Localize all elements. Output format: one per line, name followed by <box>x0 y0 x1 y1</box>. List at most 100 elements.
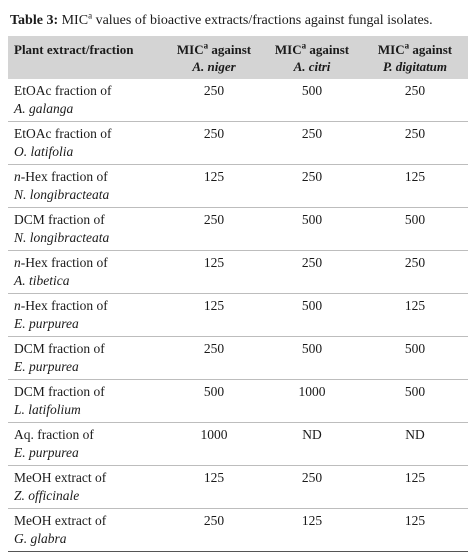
cell-citri: 125 <box>301 513 323 528</box>
table-row: DCM fraction of N. longibracteata 250 500 50… <box>8 208 468 251</box>
species-name: E. purpurea <box>14 316 79 331</box>
species-name: L. latifolium <box>14 402 81 417</box>
header-digitatum-after: against <box>412 42 453 57</box>
cell-digitatum: 125 <box>404 513 426 528</box>
species-name: G. glabra <box>14 531 67 546</box>
cell-niger: 125 <box>203 470 225 485</box>
fraction-label: -Hex fraction of <box>20 255 108 270</box>
cell-niger: 250 <box>203 341 225 356</box>
table-caption: Table 3: MICa values of bioactive extrac… <box>10 10 468 30</box>
cell-citri: 250 <box>301 255 323 270</box>
cell-plant: n-Hex fraction of A. tibetica <box>8 251 166 294</box>
fraction-label: DCM fraction of <box>14 384 105 399</box>
header-plant-label: Plant extract/fraction <box>14 42 134 57</box>
species-name: A. tibetica <box>14 273 70 288</box>
cell-niger: 125 <box>203 169 225 184</box>
cell-digitatum: 250 <box>404 83 426 98</box>
header-citri-after: against <box>309 42 350 57</box>
cell-citri: ND <box>302 427 322 442</box>
species-name: Z. officinale <box>14 488 80 503</box>
fraction-label: DCM fraction of <box>14 212 105 227</box>
cell-niger: 125 <box>203 298 225 313</box>
species-name: E. purpurea <box>14 445 79 460</box>
header-digitatum-sup: a <box>404 40 410 51</box>
fraction-label: MeOH extract of <box>14 513 107 528</box>
table-header: Plant extract/fraction MICa against A. n… <box>8 36 468 79</box>
table-row: MeOH extract of Z. officinale 125 250 125 <box>8 466 468 509</box>
cell-plant: EtOAc fraction of A. galanga <box>8 79 166 122</box>
fraction-label: DCM fraction of <box>14 341 105 356</box>
table-row: DCM fraction of E. purpurea 250 500 500 <box>8 337 468 380</box>
cell-citri: 500 <box>301 212 323 227</box>
species-name: E. purpurea <box>14 359 79 374</box>
header-digitatum-main: MIC <box>377 42 405 57</box>
cell-citri: 1000 <box>298 384 326 399</box>
table-body: EtOAc fraction of A. galanga 250 500 250 EtOA… <box>8 79 468 552</box>
cell-plant: EtOAc fraction of O. latifolia <box>8 122 166 165</box>
cell-plant: DCM fraction of N. longibracteata <box>8 208 166 251</box>
cell-digitatum: 125 <box>404 169 426 184</box>
cell-niger: 250 <box>203 513 225 528</box>
cell-niger: 125 <box>203 255 225 270</box>
header-niger-after: against <box>211 42 252 57</box>
cell-digitatum: ND <box>405 427 425 442</box>
species-name: O. latifolia <box>14 144 74 159</box>
fraction-label: EtOAc fraction of <box>14 126 112 141</box>
fraction-prefix: n <box>14 255 21 270</box>
mic-table: Plant extract/fraction MICa against A. n… <box>8 36 468 552</box>
cell-citri: 250 <box>301 126 323 141</box>
cell-citri: 250 <box>301 169 323 184</box>
cell-citri: 500 <box>301 341 323 356</box>
table-row: EtOAc fraction of A. galanga 250 500 250 <box>8 79 468 122</box>
cell-digitatum: 125 <box>404 298 426 313</box>
header-digitatum-species: P. digitatum <box>382 59 448 74</box>
cell-citri: 250 <box>301 470 323 485</box>
fraction-label: MeOH extract of <box>14 470 107 485</box>
table-row: DCM fraction of L. latifolium 500 1000 500 <box>8 380 468 423</box>
table-row: Aq. fraction of E. purpurea 1000 ND ND <box>8 423 468 466</box>
fraction-label: -Hex fraction of <box>20 298 108 313</box>
fraction-label: -Hex fraction of <box>20 169 108 184</box>
table-row: n-Hex fraction of A. tibetica 125 250 250 <box>8 251 468 294</box>
cell-plant: n-Hex fraction of E. purpurea <box>8 294 166 337</box>
table-row: n-Hex fraction of E. purpurea 125 500 125 <box>8 294 468 337</box>
caption-text-before: MIC <box>61 13 89 28</box>
species-name: N. longibracteata <box>14 187 110 202</box>
cell-plant: MeOH extract of G. glabra <box>8 509 166 552</box>
cell-digitatum: 250 <box>404 126 426 141</box>
caption-text-after: values of bioactive extracts/fractions a… <box>95 13 433 28</box>
cell-citri: 500 <box>301 83 323 98</box>
cell-niger: 250 <box>203 126 225 141</box>
cell-digitatum: 125 <box>404 470 426 485</box>
header-citri-main: MIC <box>274 42 302 57</box>
cell-plant: DCM fraction of L. latifolium <box>8 380 166 423</box>
caption-label: Table 3: <box>10 13 59 28</box>
species-name: A. galanga <box>14 101 74 116</box>
cell-plant: n-Hex fraction of N. longibracteata <box>8 165 166 208</box>
cell-digitatum: 500 <box>404 384 426 399</box>
fraction-label: Aq. fraction of <box>14 427 94 442</box>
caption-sup: a <box>88 10 93 21</box>
header-niger: MICa against A. niger <box>166 36 262 79</box>
cell-citri: 500 <box>301 298 323 313</box>
cell-niger: 500 <box>203 384 225 399</box>
cell-digitatum: 500 <box>404 212 426 227</box>
cell-digitatum: 500 <box>404 341 426 356</box>
header-niger-main: MIC <box>176 42 204 57</box>
cell-plant: DCM fraction of E. purpurea <box>8 337 166 380</box>
header-plant: Plant extract/fraction <box>8 36 166 79</box>
header-niger-sup: a <box>203 40 209 51</box>
header-citri: MICa against A. citri <box>262 36 362 79</box>
cell-niger: 250 <box>203 212 225 227</box>
fraction-prefix: n <box>14 169 21 184</box>
cell-plant: MeOH extract of Z. officinale <box>8 466 166 509</box>
table-row: MeOH extract of G. glabra 250 125 125 <box>8 509 468 552</box>
cell-niger: 1000 <box>200 427 228 442</box>
cell-digitatum: 250 <box>404 255 426 270</box>
header-citri-sup: a <box>301 40 307 51</box>
header-row: Plant extract/fraction MICa against A. n… <box>8 36 468 79</box>
species-name: N. longibracteata <box>14 230 110 245</box>
table-row: n-Hex fraction of N. longibracteata 125 250… <box>8 165 468 208</box>
header-citri-species: A. citri <box>293 59 331 74</box>
fraction-prefix: n <box>14 298 21 313</box>
